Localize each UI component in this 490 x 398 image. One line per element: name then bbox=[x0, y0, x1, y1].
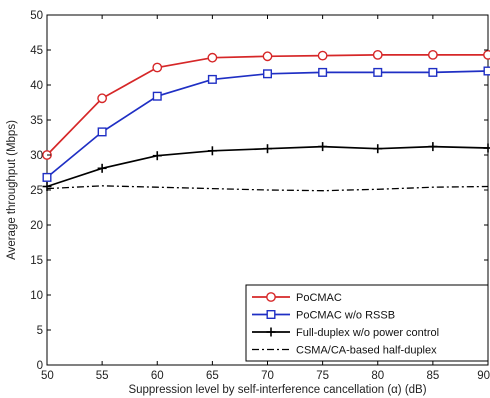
data-point bbox=[373, 67, 383, 77]
x-tick-label: 70 bbox=[261, 370, 274, 382]
legend-entry: PoCMAC w/o RSSB bbox=[252, 310, 395, 322]
series-1 bbox=[42, 66, 490, 182]
data-point bbox=[263, 144, 272, 154]
y-tick-label: 20 bbox=[30, 220, 43, 232]
y-tick-label: 30 bbox=[30, 150, 43, 162]
data-point bbox=[207, 74, 217, 84]
x-axis-label: Suppression level by self-interference c… bbox=[128, 384, 426, 396]
data-point bbox=[97, 93, 108, 104]
data-point bbox=[42, 172, 52, 182]
y-tick-label: 0 bbox=[37, 360, 43, 372]
series-layer bbox=[42, 50, 490, 192]
y-axis-label: Average throughput (Mbps) bbox=[6, 120, 18, 260]
legend-entry: PoCMAC bbox=[252, 292, 342, 304]
legend-marker bbox=[266, 327, 276, 337]
legend-label: CSMA/CA-based half-duplex bbox=[296, 345, 437, 357]
legend-label: Full-duplex w/o power control bbox=[296, 327, 439, 339]
legend-marker bbox=[266, 310, 276, 320]
x-tick-label: 90 bbox=[477, 370, 490, 382]
y-tick-label: 50 bbox=[30, 10, 43, 22]
data-point bbox=[318, 142, 328, 152]
x-tick-label: 85 bbox=[426, 370, 439, 382]
data-point bbox=[97, 163, 107, 173]
data-point bbox=[207, 146, 217, 156]
x-tick-label: 60 bbox=[151, 370, 164, 382]
data-point bbox=[263, 69, 273, 79]
y-tick-label: 15 bbox=[30, 255, 43, 267]
data-point bbox=[427, 50, 438, 60]
data-point bbox=[428, 67, 438, 77]
legend-label: PoCMAC w/o RSSB bbox=[296, 310, 395, 322]
data-point bbox=[483, 50, 490, 60]
y-tick-label: 40 bbox=[30, 80, 43, 92]
data-point bbox=[373, 144, 383, 154]
data-point bbox=[428, 142, 438, 152]
legend-entry: CSMA/CA-based half-duplex bbox=[252, 345, 437, 357]
data-point bbox=[207, 52, 218, 63]
series-0 bbox=[42, 50, 490, 160]
legend-label: PoCMAC bbox=[296, 292, 342, 304]
series-line bbox=[46, 185, 489, 192]
data-point bbox=[372, 50, 383, 60]
y-tick-label: 10 bbox=[30, 290, 43, 302]
y-tick-label: 25 bbox=[30, 185, 43, 197]
y-tick-label: 5 bbox=[37, 325, 43, 337]
data-point bbox=[152, 62, 163, 73]
legend-entry: Full-duplex w/o power control bbox=[252, 327, 439, 339]
x-tick-label: 65 bbox=[206, 370, 219, 382]
y-tick-label: 45 bbox=[30, 45, 43, 57]
legend-marker bbox=[266, 292, 276, 302]
x-tick-label: 75 bbox=[316, 370, 329, 382]
ticks-layer: 50 55 60 65 70 75 80 85 90 0 5 10 15 20 25 30 35 40 45 50 bbox=[30, 10, 490, 382]
data-point bbox=[318, 67, 328, 77]
data-point bbox=[483, 66, 490, 76]
y-tick-label: 35 bbox=[30, 115, 43, 127]
data-point bbox=[152, 91, 162, 101]
data-point bbox=[317, 50, 328, 61]
x-tick-label: 80 bbox=[371, 370, 384, 382]
data-point bbox=[262, 51, 273, 62]
data-point bbox=[152, 151, 162, 161]
data-point bbox=[97, 127, 107, 137]
x-tick-label: 50 bbox=[41, 370, 54, 382]
legend: PoCMAC PoCMAC w/o RSSB Full-duplex w/o pow… bbox=[245, 284, 489, 362]
series-3 bbox=[46, 185, 489, 192]
data-point bbox=[483, 143, 490, 153]
x-tick-label: 55 bbox=[96, 370, 109, 382]
